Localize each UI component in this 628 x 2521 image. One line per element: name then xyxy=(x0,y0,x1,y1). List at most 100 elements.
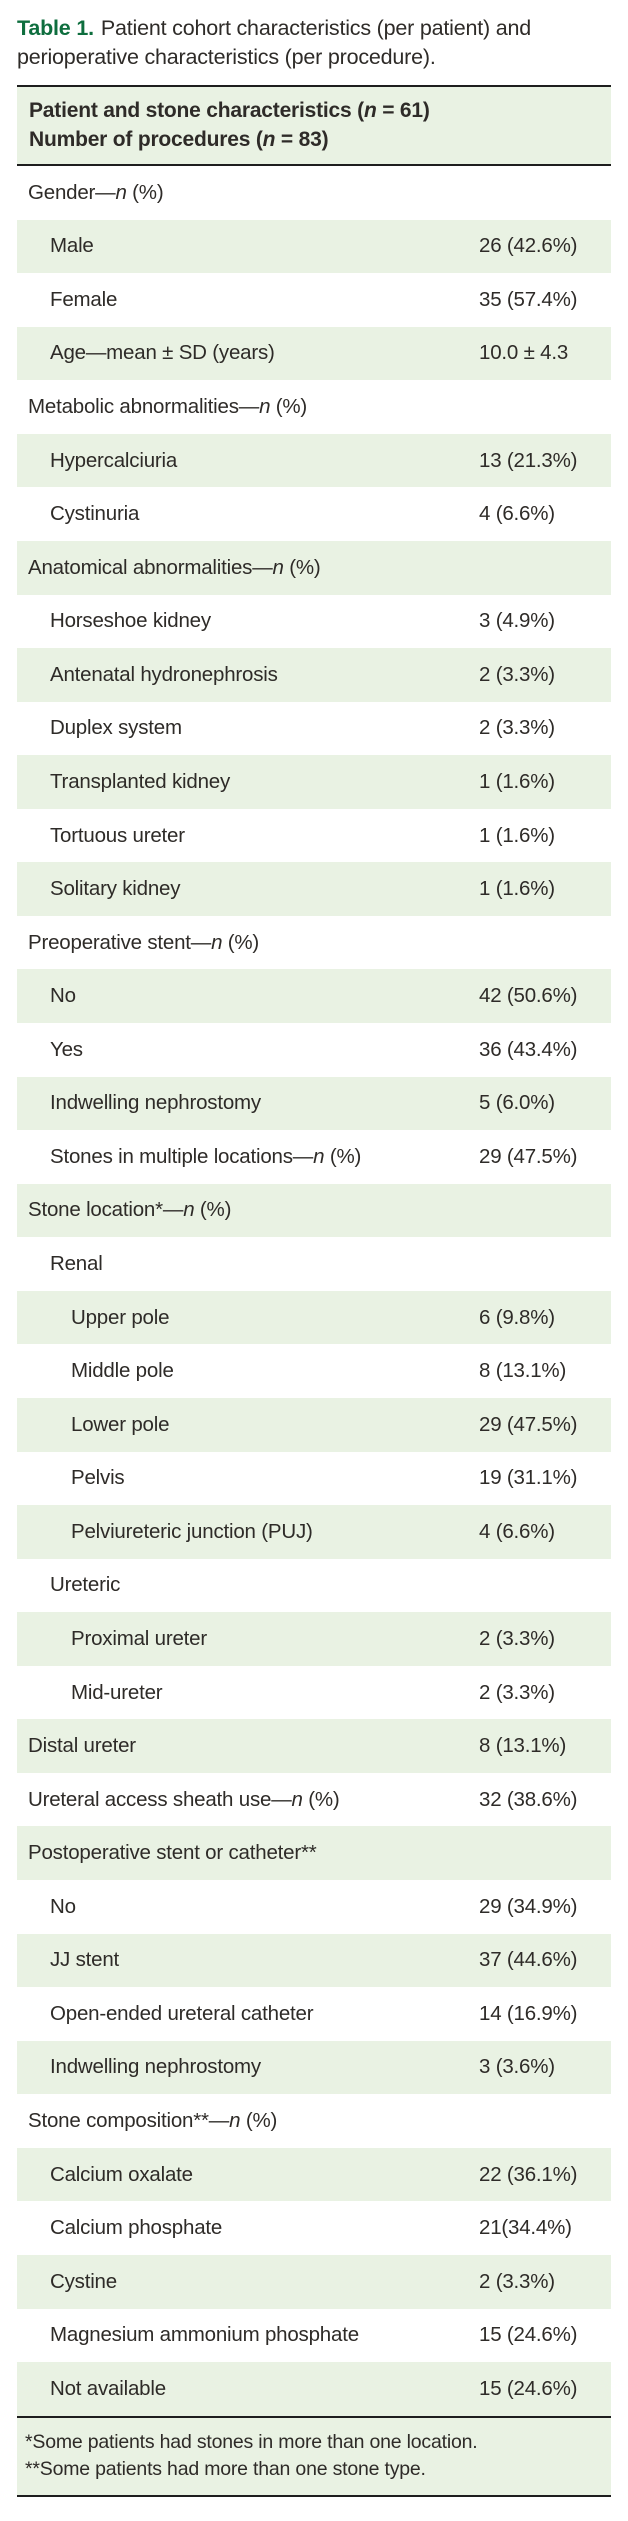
row-value: 26 (42.6%) xyxy=(479,234,578,258)
row-label: Transplanted kidney xyxy=(50,769,231,793)
table-row: Solitary kidney 1 (1.6%) xyxy=(17,862,611,916)
table-header: Patient and stone characteristics (n = 6… xyxy=(17,85,611,166)
row-label: Stone location*—n (%) xyxy=(28,1198,232,1222)
row-value: 37 (44.6%) xyxy=(479,1948,578,1972)
row-label: Metabolic abnormalities—n (%) xyxy=(28,395,308,419)
row-label: No xyxy=(50,1894,76,1918)
row-label: Distal ureter xyxy=(28,1734,136,1758)
row-value: 29 (47.5%) xyxy=(479,1144,578,1168)
row-value: 42 (50.6%) xyxy=(479,984,578,1008)
row-label: Proximal ureter xyxy=(71,1626,207,1650)
table-row: Transplanted kidney 1 (1.6%) xyxy=(17,755,611,809)
row-label: Stones in multiple locations—n (%) xyxy=(50,1144,362,1168)
row-label: Calcium oxalate xyxy=(50,2162,193,2186)
table: Patient and stone characteristics (n = 6… xyxy=(17,85,611,2497)
table-row: Upper pole 6 (9.8%) xyxy=(17,1290,611,1345)
table-body: Gender—n (%) Male 26 (42.6%) Female 35 (57.4… xyxy=(17,166,611,2416)
row-label: Pelvis xyxy=(71,1466,125,1490)
row-label: Gender—n (%) xyxy=(28,180,164,204)
row-label: Age—mean ± SD (years) xyxy=(50,341,275,365)
row-value: 15 (24.6%) xyxy=(479,2376,578,2400)
row-value: 2 (3.3%) xyxy=(479,1626,555,1650)
row-value: 21(34.4%) xyxy=(479,2216,572,2240)
table-row: Pelviureteric junction (PUJ) 4 (6.6%) xyxy=(17,1505,611,1559)
row-label: Anatomical abnormalities—n (%) xyxy=(28,555,321,579)
table-row: Postoperative stent or catheter** xyxy=(17,1826,611,1880)
row-value: 35 (57.4%) xyxy=(479,287,578,311)
row-label: Cystine xyxy=(50,2269,117,2293)
table-row: Yes 36 (43.4%) xyxy=(17,1023,611,1077)
row-label: Cystinuria xyxy=(50,502,140,526)
row-value: 14 (16.9%) xyxy=(479,2001,578,2025)
row-label: Pelviureteric junction (PUJ) xyxy=(71,1519,313,1543)
row-value: 1 (1.6%) xyxy=(479,823,555,847)
row-label: Horseshoe kidney xyxy=(50,609,211,633)
table-row: No 42 (50.6%) xyxy=(17,969,611,1023)
row-value: 36 (43.4%) xyxy=(479,1037,578,1061)
table-row: JJ stent 37 (44.6%) xyxy=(17,1933,611,1988)
table-row: Metabolic abnormalities—n (%) xyxy=(17,380,611,434)
row-value: 4 (6.6%) xyxy=(479,1519,555,1543)
table-row: Horseshoe kidney 3 (4.9%) xyxy=(17,595,611,649)
table-number-label: Table 1. xyxy=(17,16,94,40)
table-row: Stone location*—n (%) xyxy=(17,1183,611,1238)
row-value: 2 (3.3%) xyxy=(479,716,555,740)
footnote-line-2: **Some patients had more than one stone … xyxy=(25,2457,426,2480)
row-label: Open-ended ureteral catheter xyxy=(50,2001,314,2025)
row-value: 2 (3.3%) xyxy=(479,2269,555,2293)
row-label: Renal xyxy=(50,1252,103,1276)
row-value: 10.0 ± 4.3 xyxy=(479,341,569,365)
table-row: Lower pole 29 (47.5%) xyxy=(17,1397,611,1452)
table-row: Ureteral access sheath use—n (%) 32 (38.6… xyxy=(17,1773,611,1827)
row-value: 5 (6.0%) xyxy=(479,1091,555,1115)
row-label: Tortuous ureter xyxy=(50,823,185,847)
row-label: Middle pole xyxy=(71,1359,174,1383)
table-caption: Table 1. Patient cohort characteristics (… xyxy=(0,0,628,72)
row-label: Duplex system xyxy=(50,716,182,740)
table-footnotes: *Some patients had stones in more than o… xyxy=(17,2415,611,2497)
table-row: Cystine 2 (3.3%) xyxy=(17,2254,611,2309)
row-value: 8 (13.1%) xyxy=(479,1734,567,1758)
row-label: Solitary kidney xyxy=(50,877,181,901)
row-value: 13 (21.3%) xyxy=(479,448,578,472)
row-value: 1 (1.6%) xyxy=(479,877,555,901)
table-row: Female 35 (57.4%) xyxy=(17,273,611,327)
footnote-line-1: *Some patients had stones in more than o… xyxy=(25,2430,478,2453)
table-row: Stones in multiple locations—n (%) 29 (47… xyxy=(17,1130,611,1184)
table-row: Tortuous ureter 1 (1.6%) xyxy=(17,809,611,863)
table-row: Ureteric xyxy=(17,1559,611,1613)
row-label: Female xyxy=(50,287,118,311)
row-value: 2 (3.3%) xyxy=(479,1680,555,1704)
table-row: Not available 15 (24.6%) xyxy=(17,2362,611,2416)
row-label: Upper pole xyxy=(71,1305,170,1329)
row-value: 4 (6.6%) xyxy=(479,502,555,526)
row-label: Preoperative stent—n (%) xyxy=(28,930,260,954)
row-value: 29 (47.5%) xyxy=(479,1412,578,1436)
table-row: Open-ended ureteral catheter 14 (16.9%) xyxy=(17,1987,611,2041)
table-row: Stone composition**—n (%) xyxy=(17,2094,611,2148)
row-label: Calcium phosphate xyxy=(50,2216,223,2240)
table-row: Cystinuria 4 (6.6%) xyxy=(17,487,611,541)
table-row: Male 26 (42.6%) xyxy=(17,219,611,274)
row-label: Lower pole xyxy=(71,1412,170,1436)
row-label: Magnesium ammonium phosphate xyxy=(50,2323,359,2347)
row-label: Ureteral access sheath use—n (%) xyxy=(28,1787,340,1811)
table-row: Preoperative stent—n (%) xyxy=(17,916,611,970)
row-label: Stone composition**—n (%) xyxy=(28,2109,278,2133)
table-row: Pelvis 19 (31.1%) xyxy=(17,1452,611,1506)
row-value: 8 (13.1%) xyxy=(479,1359,567,1383)
row-label: Mid-ureter xyxy=(71,1680,163,1704)
table-row: Antenatal hydronephrosis 2 (3.3%) xyxy=(17,648,611,702)
table-row: Mid-ureter 2 (3.3%) xyxy=(17,1666,611,1720)
row-value: 6 (9.8%) xyxy=(479,1305,555,1329)
row-value: 32 (38.6%) xyxy=(479,1787,578,1811)
row-label: Postoperative stent or catheter** xyxy=(28,1841,317,1865)
table-row: Proximal ureter 2 (3.3%) xyxy=(17,1612,611,1666)
row-value: 19 (31.1%) xyxy=(479,1466,578,1490)
table-row: Magnesium ammonium phosphate 15 (24.6%) xyxy=(17,2309,611,2363)
table-row: Middle pole 8 (13.1%) xyxy=(17,1344,611,1398)
row-label: Not available xyxy=(50,2376,166,2400)
row-label: Indwelling nephrostomy xyxy=(50,2055,261,2079)
table-row: Calcium oxalate 22 (36.1%) xyxy=(17,2147,611,2202)
table-row: Indwelling nephrostomy 3 (3.6%) xyxy=(17,2040,611,2095)
